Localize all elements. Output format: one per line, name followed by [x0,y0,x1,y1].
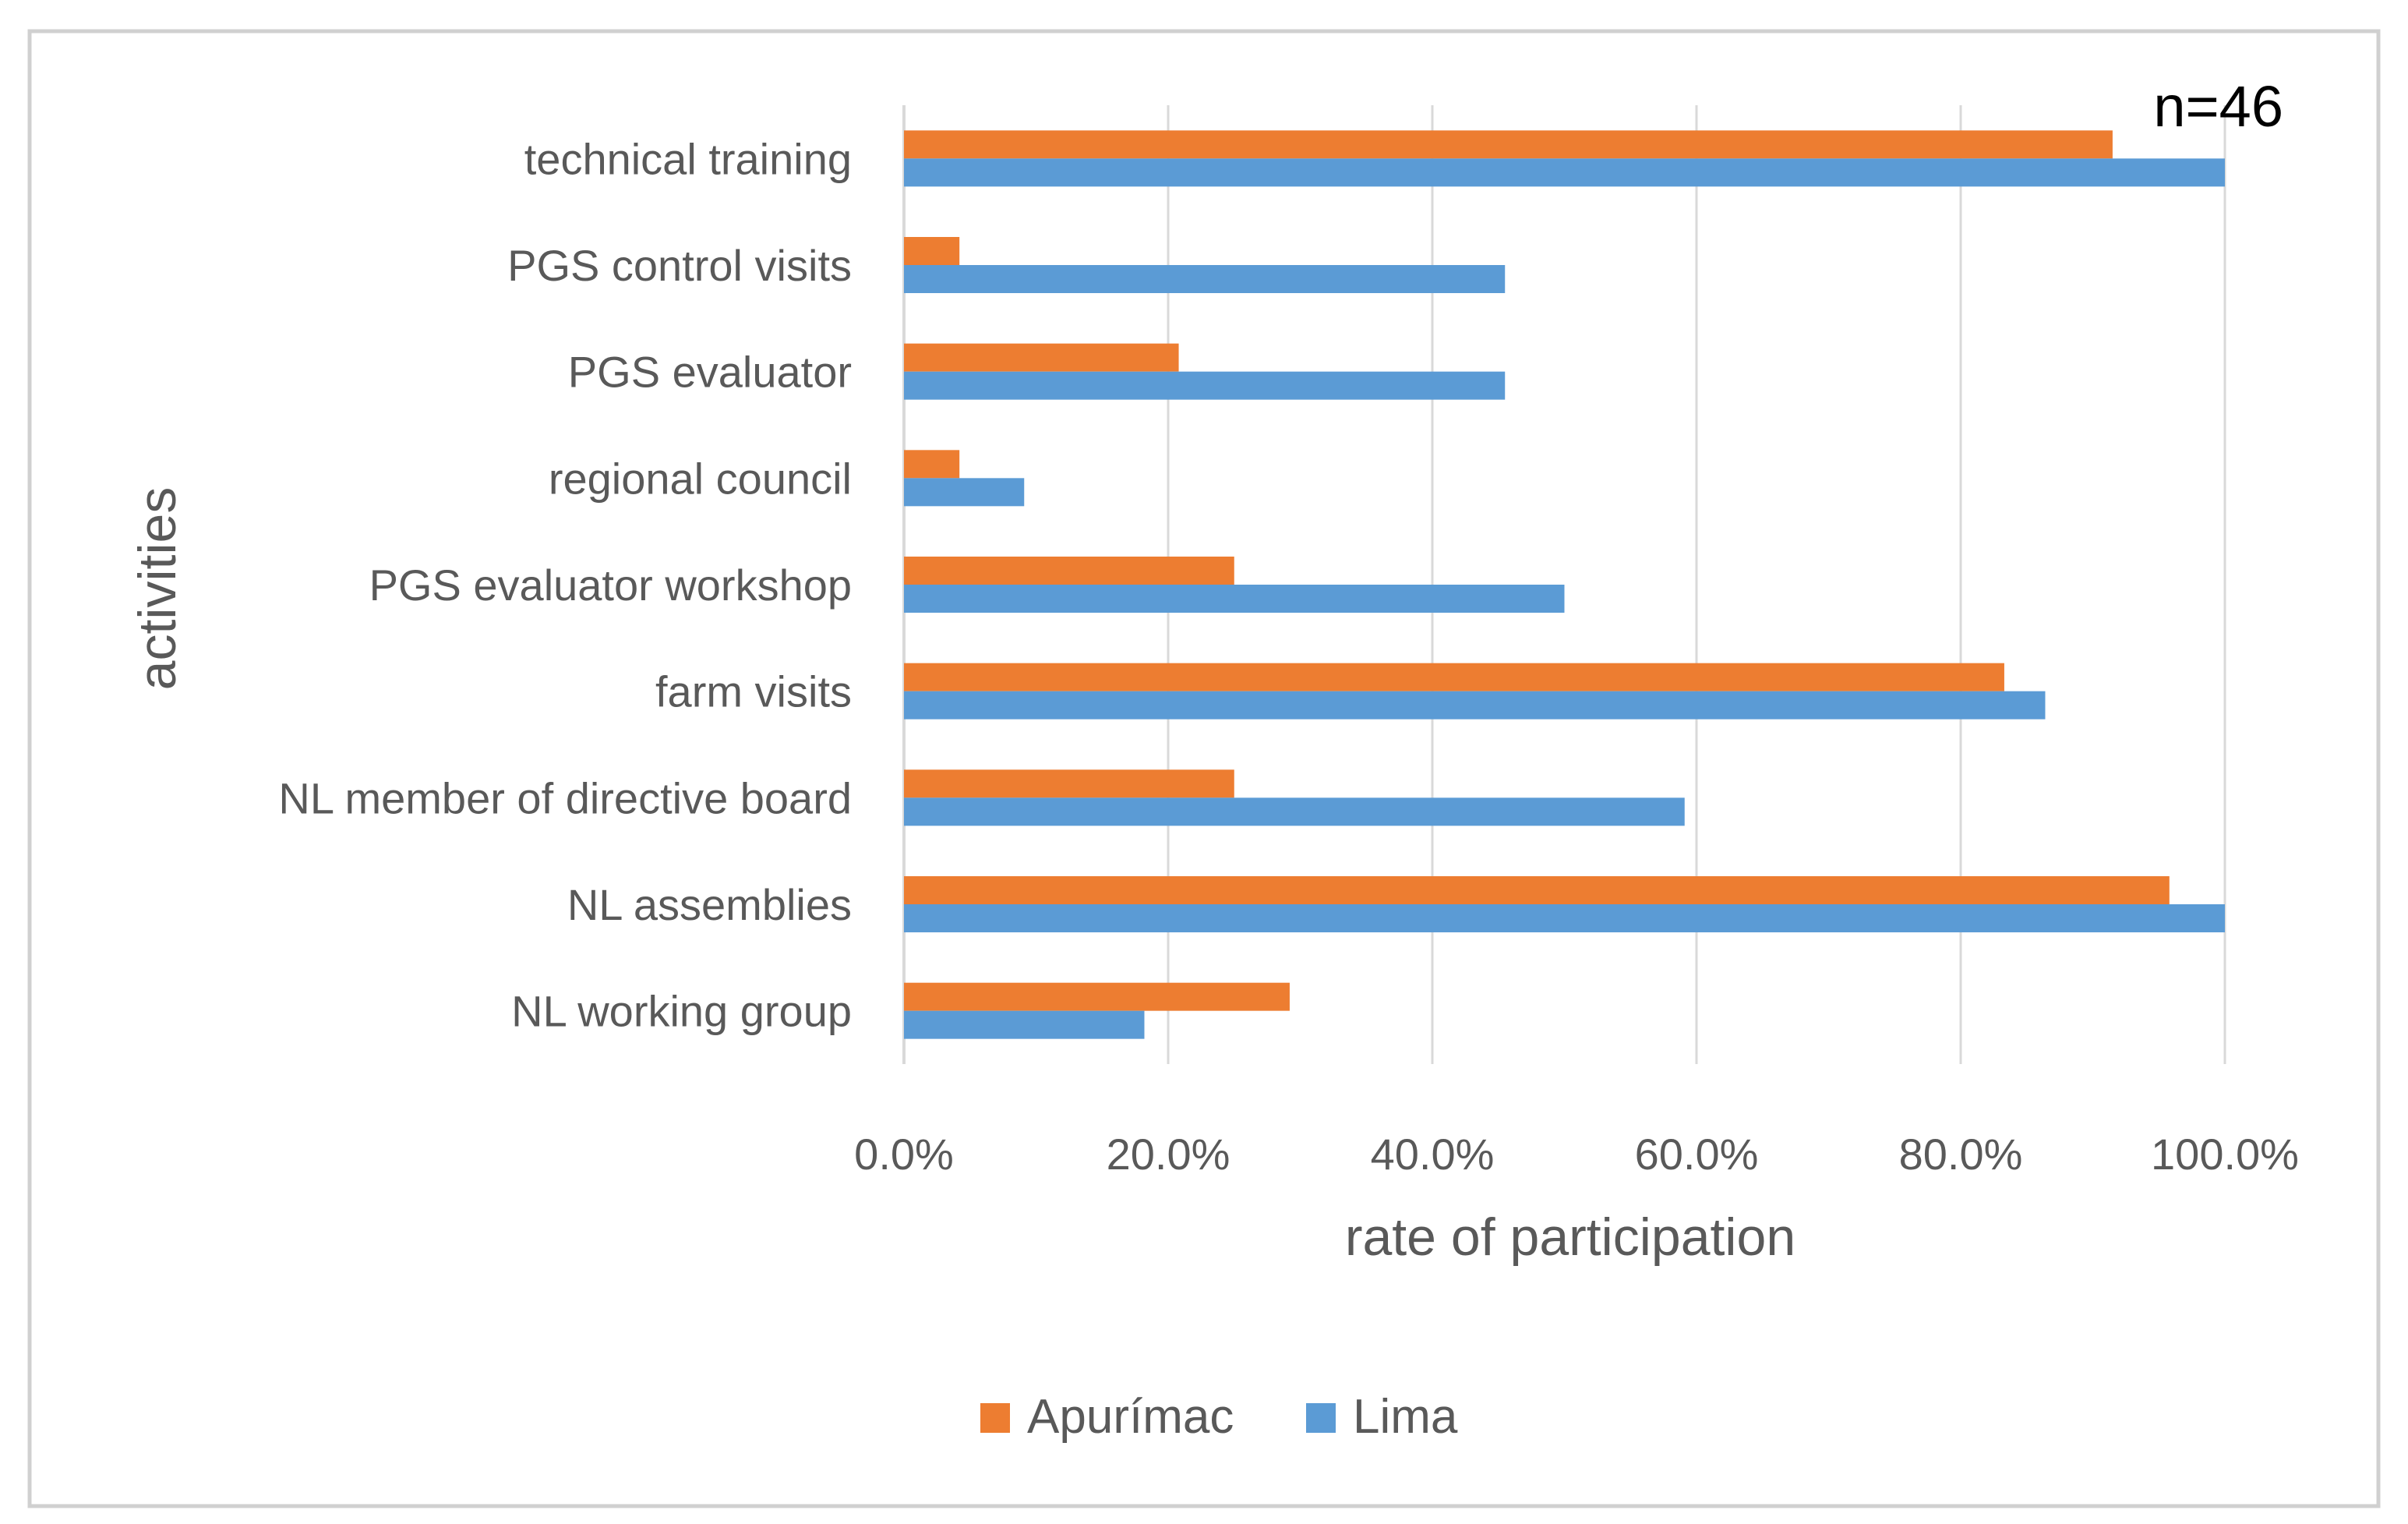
legend-swatch-lima [1306,1403,1336,1433]
x-tick-labels: 0.0% 20.0% 40.0% 60.0% 80.0% 100.0% [854,1130,2299,1179]
bar-lima [904,797,1685,826]
bar-apurimac [904,663,2004,691]
legend-label-lima: Lima [1353,1390,1458,1444]
bar-apurimac [904,876,2170,904]
chart-frame [27,29,2381,1508]
bar-lima [904,371,1506,400]
bar-lima [904,904,2225,932]
x-tick-label: 80.0% [1899,1130,2023,1179]
x-tick-label: 20.0% [1107,1130,1230,1179]
bar-apurimac [904,557,1234,585]
bars [904,130,2225,1039]
bar-apurimac [904,237,960,265]
bar-apurimac [904,130,2113,159]
category-label: NL working group [511,987,852,1036]
category-label: PGS control visits [507,241,852,290]
category-label: NL assemblies [567,880,852,929]
x-axis-title: rate of participation [1345,1208,1795,1267]
x-tick-label: 40.0% [1371,1130,1495,1179]
bar-lima [904,478,1025,507]
legend-label-apurimac: Apurímac [1027,1390,1234,1444]
legend-swatch-apurimac [980,1403,1010,1433]
bar-lima [904,1010,1145,1039]
category-label: PGS evaluator [568,348,852,397]
bar-lima [904,265,1506,293]
category-label: NL member of directive board [278,773,852,822]
bar-lima [904,691,2046,720]
sample-size-note: n=46 [2153,74,2283,139]
category-label: technical training [524,134,852,183]
category-label: farm visits [655,667,852,716]
category-label: PGS evaluator workshop [369,560,852,610]
bar-apurimac [904,450,960,479]
x-tick-label: 100.0% [2151,1130,2299,1179]
x-tick-label: 0.0% [854,1130,954,1179]
bar-lima [904,585,1565,613]
y-axis-title: activities [128,487,187,691]
legend: Apurímac Lima [980,1390,1458,1444]
bar-apurimac [904,343,1179,372]
bar-apurimac [904,982,1290,1011]
bar-lima [904,158,2225,187]
x-tick-label: 60.0% [1635,1130,1759,1179]
bar-apurimac [904,769,1234,798]
category-label: regional council [549,454,852,503]
category-labels: technical training PGS control visits PGS … [278,134,852,1035]
